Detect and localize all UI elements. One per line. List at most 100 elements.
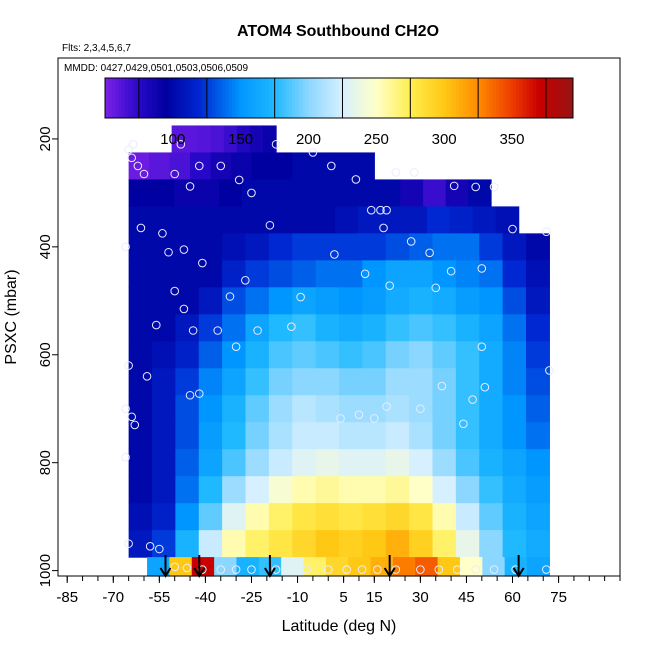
heatmap-cell — [315, 287, 340, 315]
heatmap-cell — [184, 125, 199, 154]
colorbar-segment — [158, 78, 163, 118]
sample-point — [155, 544, 164, 554]
sample-point — [124, 361, 133, 370]
heatmap-cell — [385, 233, 410, 261]
sample-point — [385, 281, 394, 291]
sample-point — [128, 140, 138, 149]
heatmap-cell — [409, 341, 434, 369]
heatmap-cell — [385, 503, 410, 531]
colorbar-segment — [422, 78, 427, 118]
heatmap-cell — [198, 287, 223, 315]
heatmap-cell — [152, 422, 176, 450]
colorbar-segment — [265, 78, 270, 118]
colorbar-segment — [362, 78, 367, 118]
colorbar-segment — [432, 78, 437, 118]
heatmap-cell — [249, 125, 264, 154]
heatmap-cell — [339, 422, 363, 450]
sample-point — [121, 404, 130, 414]
colorbar-segment — [315, 78, 320, 118]
heatmap-cell — [385, 530, 410, 558]
colorbar-segment — [502, 78, 507, 118]
heatmap-cell — [339, 341, 363, 369]
colorbar-segment — [141, 78, 146, 118]
colorbar-segment — [161, 78, 166, 118]
colorbar-segment — [506, 78, 510, 118]
heatmap-cell — [219, 179, 243, 207]
heatmap-cell — [403, 206, 428, 234]
heatmap-cell — [479, 449, 504, 477]
colorbar-segment — [198, 78, 203, 118]
heatmap-cell — [455, 260, 480, 288]
heatmap-cell — [197, 125, 212, 154]
y-tick-label: 400 — [37, 234, 54, 259]
colorbar-tick-label: 200 — [296, 131, 321, 148]
y-tick-label: 600 — [37, 342, 54, 367]
heatmap-cell — [152, 449, 176, 477]
heatmap-cell — [362, 233, 387, 261]
heatmap-cell — [335, 206, 359, 234]
colorbar-segment — [392, 78, 397, 118]
heatmap-cell — [173, 179, 198, 207]
x-tick-label: 5 — [339, 589, 347, 606]
heatmap-cell — [245, 368, 270, 396]
heatmap-cell — [281, 557, 305, 577]
heatmap-cell — [455, 314, 480, 342]
heatmap-cell — [152, 314, 176, 342]
colorbar-segment — [419, 78, 424, 118]
colorbar-segment — [175, 78, 180, 118]
sample-point — [198, 258, 207, 268]
heatmap-cell — [525, 368, 550, 396]
heatmap-cell — [362, 449, 387, 477]
heatmap-cell — [437, 557, 461, 577]
colorbar-segment — [479, 78, 484, 118]
heatmap-cell — [245, 341, 270, 369]
sample-point — [241, 276, 250, 285]
heatmap-cell — [152, 260, 176, 288]
sample-point — [133, 161, 143, 171]
heatmap-cell — [292, 503, 317, 531]
heatmap-cell — [292, 449, 317, 477]
heatmap-cell — [245, 422, 270, 450]
x-tick-label: 75 — [550, 589, 567, 606]
heatmap-cell — [292, 314, 317, 342]
colorbar-segment — [135, 78, 139, 118]
sample-point — [271, 140, 281, 149]
heatmap-cell — [312, 206, 336, 234]
colorbar-segment — [399, 78, 404, 118]
heatmap-cell — [409, 260, 434, 288]
x-axis-label: Latitude (deg N) — [282, 618, 397, 635]
colorbar-segment — [562, 78, 567, 118]
colorbar-segment — [462, 78, 467, 118]
colorbar-segment — [412, 78, 417, 118]
heatmap-cell — [149, 152, 171, 181]
colorbar-segment — [258, 78, 263, 118]
heatmap-cell — [315, 395, 340, 423]
heatmap-cell — [245, 395, 270, 423]
heatmap-cell — [245, 287, 270, 315]
heatmap-cell — [190, 152, 212, 181]
heatmap-cell — [455, 422, 480, 450]
sample-points — [121, 140, 554, 574]
heatmap-cell — [128, 395, 153, 423]
colorbar-segment — [375, 78, 380, 118]
heatmap-cell — [502, 395, 527, 423]
colorbar-segment — [486, 78, 490, 118]
heatmap-cell — [198, 503, 223, 531]
colorbar-segment — [445, 78, 450, 118]
colorbar-segment — [442, 78, 447, 118]
heatmap-cell — [409, 476, 434, 504]
heatmap-cell — [268, 368, 293, 396]
heatmap-cell — [479, 503, 504, 531]
sample-point — [489, 182, 499, 192]
heatmap-cell — [527, 557, 550, 577]
sample-point — [459, 419, 468, 429]
heatmap-cell — [426, 206, 451, 234]
heatmap-cell — [385, 314, 410, 342]
heatmap-cell — [362, 287, 387, 315]
colorbar-segment — [171, 78, 176, 118]
heatmap-cell — [479, 233, 504, 261]
heatmap-cell — [152, 476, 176, 504]
heatmap-cell — [339, 530, 363, 558]
colorbar-segment — [225, 78, 230, 118]
colorbar-segment — [539, 78, 544, 118]
